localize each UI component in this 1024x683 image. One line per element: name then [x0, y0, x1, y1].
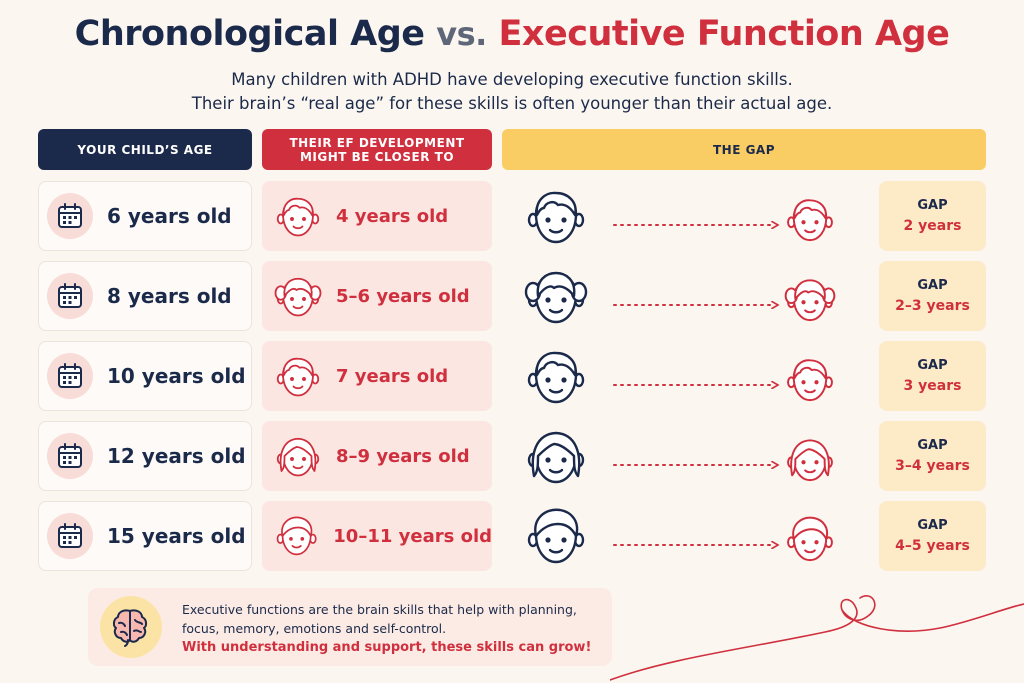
child-age-cell: 8 years old [38, 261, 252, 331]
heart-line-icon [610, 595, 1024, 681]
dotted-arrow-icon [612, 454, 780, 470]
child-age-cell: 12 years old [38, 421, 252, 491]
child-age: 12 years old [107, 444, 246, 468]
child-age-cell: 15 years old [38, 501, 252, 571]
child-face-icon [524, 264, 588, 328]
gap-cell: GAP 2–3 years [879, 261, 986, 331]
calendar-icon [47, 353, 93, 399]
gap-value: 2–3 years [895, 298, 970, 314]
age-comparison-rows: 6 years old 4 years old GAP 2 years 8 years … [0, 181, 1024, 581]
ef-age: 8–9 years old [336, 445, 470, 467]
title-chronological: Chronological Age [74, 14, 425, 54]
child-face-icon [274, 272, 322, 320]
gap-cell: GAP 2 years [879, 181, 986, 251]
subtitle-line-1: Many children with ADHD have developing … [231, 70, 793, 89]
gap-value: 2 years [903, 218, 962, 234]
gap-label: GAP [917, 358, 948, 373]
title-executive: Executive Function Age [498, 14, 950, 54]
age-row: 8 years old 5–6 years old GAP 2–3 years [0, 261, 1024, 341]
gap-cell: GAP 4–5 years [879, 501, 986, 571]
subtitle: Many children with ADHD have developing … [0, 68, 1024, 116]
child-face-icon [274, 192, 322, 240]
age-row: 10 years old 7 years old GAP 3 years [0, 341, 1024, 421]
child-face-icon [524, 344, 588, 408]
gap-label: GAP [917, 198, 948, 213]
child-age-cell: 10 years old [38, 341, 252, 411]
gap-value: 3 years [903, 378, 962, 394]
note-encouragement: With understanding and support, these sk… [182, 640, 592, 655]
gap-label: GAP [917, 518, 948, 533]
gap-value: 4–5 years [895, 538, 970, 554]
brain-icon [100, 596, 162, 658]
ef-age-cell: 7 years old [262, 341, 492, 411]
child-face-icon [784, 513, 836, 565]
gap-value: 3–4 years [895, 458, 970, 474]
header-ef-development: THEIR EF DEVELOPMENT MIGHT BE CLOSER TO [262, 129, 492, 170]
child-face-icon [274, 352, 322, 400]
ef-age-cell: 4 years old [262, 181, 492, 251]
ef-age: 4 years old [336, 205, 449, 227]
dotted-arrow-icon [612, 214, 780, 230]
note-text: Executive functions are the brain skills… [182, 602, 577, 636]
ef-age: 5–6 years old [336, 285, 470, 307]
subtitle-line-2: Their brain’s “real age” for these skill… [191, 94, 833, 113]
child-face-icon [784, 353, 836, 405]
title-vs: vs. [436, 15, 487, 53]
child-age: 8 years old [107, 284, 232, 308]
child-face-icon [784, 273, 836, 325]
age-row: 6 years old 4 years old GAP 2 years [0, 181, 1024, 261]
header-the-gap: THE GAP [502, 129, 986, 170]
child-age: 10 years old [107, 364, 246, 388]
ef-age-cell: 10–11 years old [262, 501, 492, 571]
gap-cell: GAP 3–4 years [879, 421, 986, 491]
child-face-icon [524, 504, 588, 568]
child-face-icon [524, 424, 588, 488]
child-face-icon [274, 512, 319, 560]
dotted-arrow-icon [612, 374, 780, 390]
child-face-icon [274, 432, 322, 480]
child-age-cell: 6 years old [38, 181, 252, 251]
child-face-icon [784, 433, 836, 485]
header-your-childs-age: YOUR CHILD’S AGE [38, 129, 252, 170]
dotted-arrow-icon [612, 534, 780, 550]
child-age: 15 years old [107, 524, 246, 548]
child-age: 6 years old [107, 204, 232, 228]
child-face-icon [784, 193, 836, 245]
ef-age: 10–11 years old [333, 525, 492, 547]
child-face-icon [524, 184, 588, 248]
info-note: Executive functions are the brain skills… [88, 588, 612, 666]
calendar-icon [47, 193, 93, 239]
ef-age-cell: 5–6 years old [262, 261, 492, 331]
calendar-icon [47, 513, 93, 559]
gap-cell: GAP 3 years [879, 341, 986, 411]
ef-age: 7 years old [336, 365, 449, 387]
age-row: 12 years old 8–9 years old GAP 3–4 years [0, 421, 1024, 501]
calendar-icon [47, 273, 93, 319]
gap-label: GAP [917, 438, 948, 453]
page-title: Chronological Age vs. Executive Function… [0, 14, 1024, 54]
ef-age-cell: 8–9 years old [262, 421, 492, 491]
dotted-arrow-icon [612, 294, 780, 310]
calendar-icon [47, 433, 93, 479]
gap-label: GAP [917, 278, 948, 293]
age-row: 15 years old 10–11 years old GAP 4–5 years [0, 501, 1024, 581]
